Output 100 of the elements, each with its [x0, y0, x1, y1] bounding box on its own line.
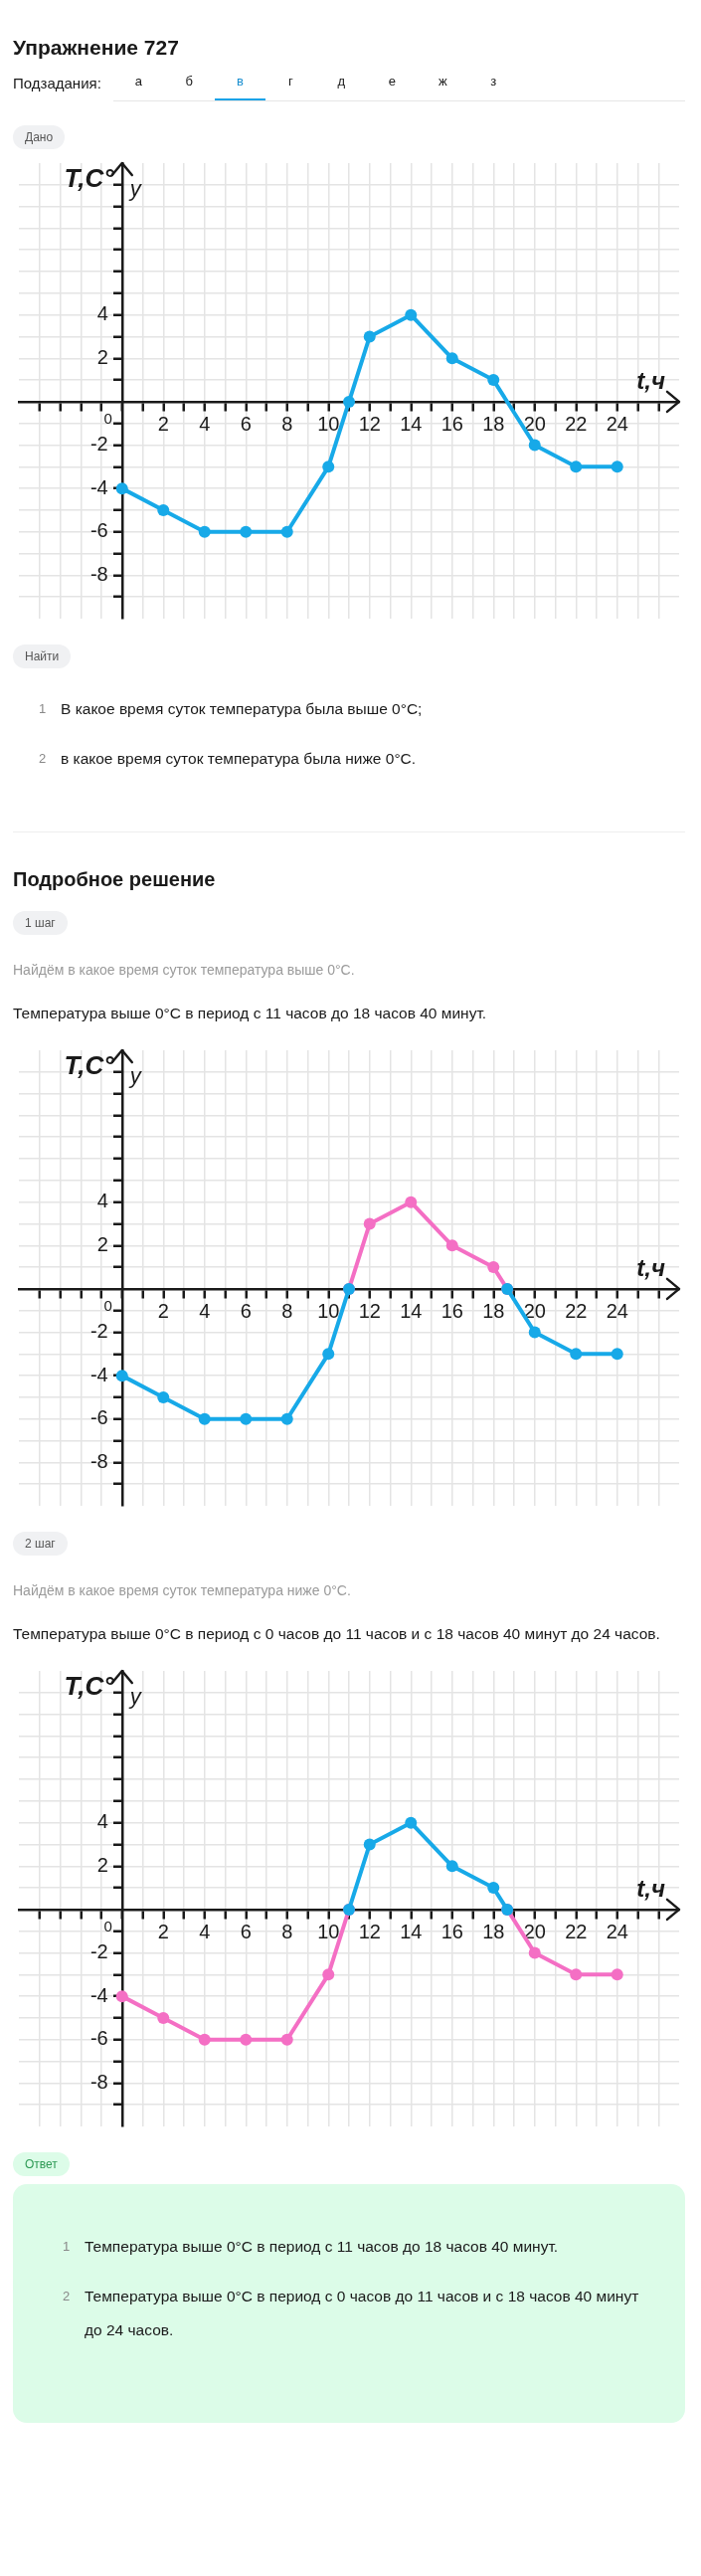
point — [487, 374, 500, 387]
point — [528, 1946, 541, 1959]
point — [157, 1390, 170, 1403]
point — [487, 1882, 500, 1895]
y-tick-label: -4 — [89, 1363, 108, 1385]
annotation: 0 — [103, 1917, 112, 1934]
text: д — [336, 74, 347, 91]
point — [445, 1860, 458, 1873]
x-tick-label: 24 — [606, 1921, 628, 1943]
point — [528, 439, 541, 452]
x-axis-title: t,ч — [636, 1253, 665, 1281]
x-tick-label: 22 — [565, 1300, 588, 1323]
point — [115, 1990, 128, 2003]
point — [343, 395, 355, 408]
point — [280, 1412, 293, 1425]
y-tick-label: -2 — [89, 433, 108, 456]
y-tick-label: -6 — [89, 519, 108, 542]
x-tick-label: 2 — [157, 1300, 169, 1323]
y-tick-label: 2 — [96, 345, 108, 368]
y-tick-label: -8 — [89, 1449, 108, 1472]
y-tick-label: -2 — [89, 1320, 108, 1343]
point — [322, 1348, 335, 1361]
point — [570, 460, 583, 473]
y-tick-label: -4 — [89, 475, 108, 498]
y-axis-title: T,C° — [64, 1671, 115, 1702]
point — [445, 352, 458, 365]
y-tick-label: -6 — [89, 2027, 108, 2050]
point — [405, 1196, 418, 1208]
annotation: y — [127, 176, 143, 202]
y-tick-label: -8 — [89, 2070, 108, 2093]
x-tick-label: 8 — [281, 413, 293, 436]
x-tick-label: 20 — [523, 413, 546, 436]
x-tick-label: 2 — [157, 413, 169, 436]
text: Найти — [13, 644, 72, 668]
text: 1 шаг — [13, 911, 68, 935]
x-tick-label: 22 — [565, 1921, 588, 1943]
x-tick-label: 6 — [240, 1921, 252, 1943]
point — [198, 525, 211, 538]
point — [280, 525, 293, 538]
y-tick-label: -4 — [89, 1983, 108, 2006]
text: Температура выше 0°C в период с 0 часов до 11 часов и с 18 часов 40 минут до 24 часов. — [13, 1624, 661, 1644]
x-tick-label: 12 — [358, 413, 381, 436]
y-tick-label: -8 — [89, 562, 108, 585]
text: Ответ — [13, 2152, 70, 2176]
x-tick-label: 16 — [440, 413, 463, 436]
text: в — [214, 74, 265, 100]
x-tick-label: 10 — [317, 413, 340, 436]
x-tick-label: 8 — [281, 1300, 293, 1323]
text: з — [489, 74, 498, 91]
y-tick-label: 2 — [96, 1853, 108, 1876]
y-tick-label: -2 — [89, 1940, 108, 1963]
point — [157, 503, 170, 516]
x-tick-label: 16 — [440, 1300, 463, 1323]
point — [115, 482, 128, 495]
annotation: y — [127, 1063, 143, 1089]
y-tick-label: 4 — [96, 302, 108, 325]
x-tick-label: 14 — [400, 413, 423, 436]
point — [240, 525, 253, 538]
x-axis-title: t,ч — [636, 1874, 665, 1902]
x-tick-label: 24 — [606, 1300, 628, 1323]
point — [570, 1348, 583, 1361]
x-tick-label: 4 — [199, 1300, 211, 1323]
text: в какое время суток температура была ниже 0°C. — [61, 749, 417, 769]
annotation: y — [127, 1684, 143, 1710]
text: Упражнение 727 — [13, 36, 180, 60]
point — [280, 2033, 293, 2046]
x-tick-label: 10 — [317, 1300, 340, 1323]
x-tick-label: 14 — [400, 1300, 423, 1323]
x-tick-label: 4 — [199, 1921, 211, 1943]
point — [240, 1412, 253, 1425]
y-tick-label: 4 — [96, 1190, 108, 1212]
annotation: 0 — [103, 1296, 112, 1314]
text: 2 — [39, 750, 48, 768]
text: 1 — [63, 2238, 72, 2256]
text: 1 — [39, 700, 48, 718]
text: Подробное решение — [13, 868, 217, 891]
point — [157, 2011, 170, 2024]
text: ж — [437, 74, 448, 91]
y-tick-label: 2 — [96, 1232, 108, 1255]
point — [198, 2033, 211, 2046]
point — [528, 1326, 541, 1339]
point — [363, 1217, 376, 1230]
point — [611, 1968, 623, 1981]
x-tick-label: 6 — [240, 1300, 252, 1323]
point — [322, 1968, 335, 1981]
point — [611, 1348, 623, 1361]
x-tick-label: 8 — [281, 1921, 293, 1943]
point — [487, 1261, 500, 1274]
x-tick-label: 6 — [240, 413, 252, 436]
text: Температура выше 0°C в период с 11 часов до 18 часов 40 минут. — [85, 2237, 559, 2257]
x-tick-label: 18 — [482, 413, 505, 436]
point — [198, 1412, 211, 1425]
x-axis-title: t,ч — [636, 366, 665, 394]
x-tick-label: 18 — [482, 1300, 505, 1323]
text: 2 — [63, 2288, 72, 2305]
y-axis-title: T,C° — [64, 163, 115, 194]
x-tick-label: 20 — [523, 1300, 546, 1323]
point — [405, 1816, 418, 1829]
point — [570, 1968, 583, 1981]
x-tick-label: 12 — [358, 1921, 381, 1943]
